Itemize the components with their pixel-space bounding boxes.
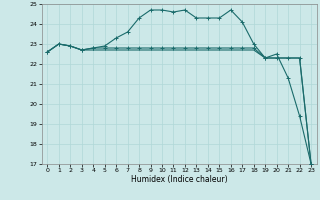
X-axis label: Humidex (Indice chaleur): Humidex (Indice chaleur) — [131, 175, 228, 184]
